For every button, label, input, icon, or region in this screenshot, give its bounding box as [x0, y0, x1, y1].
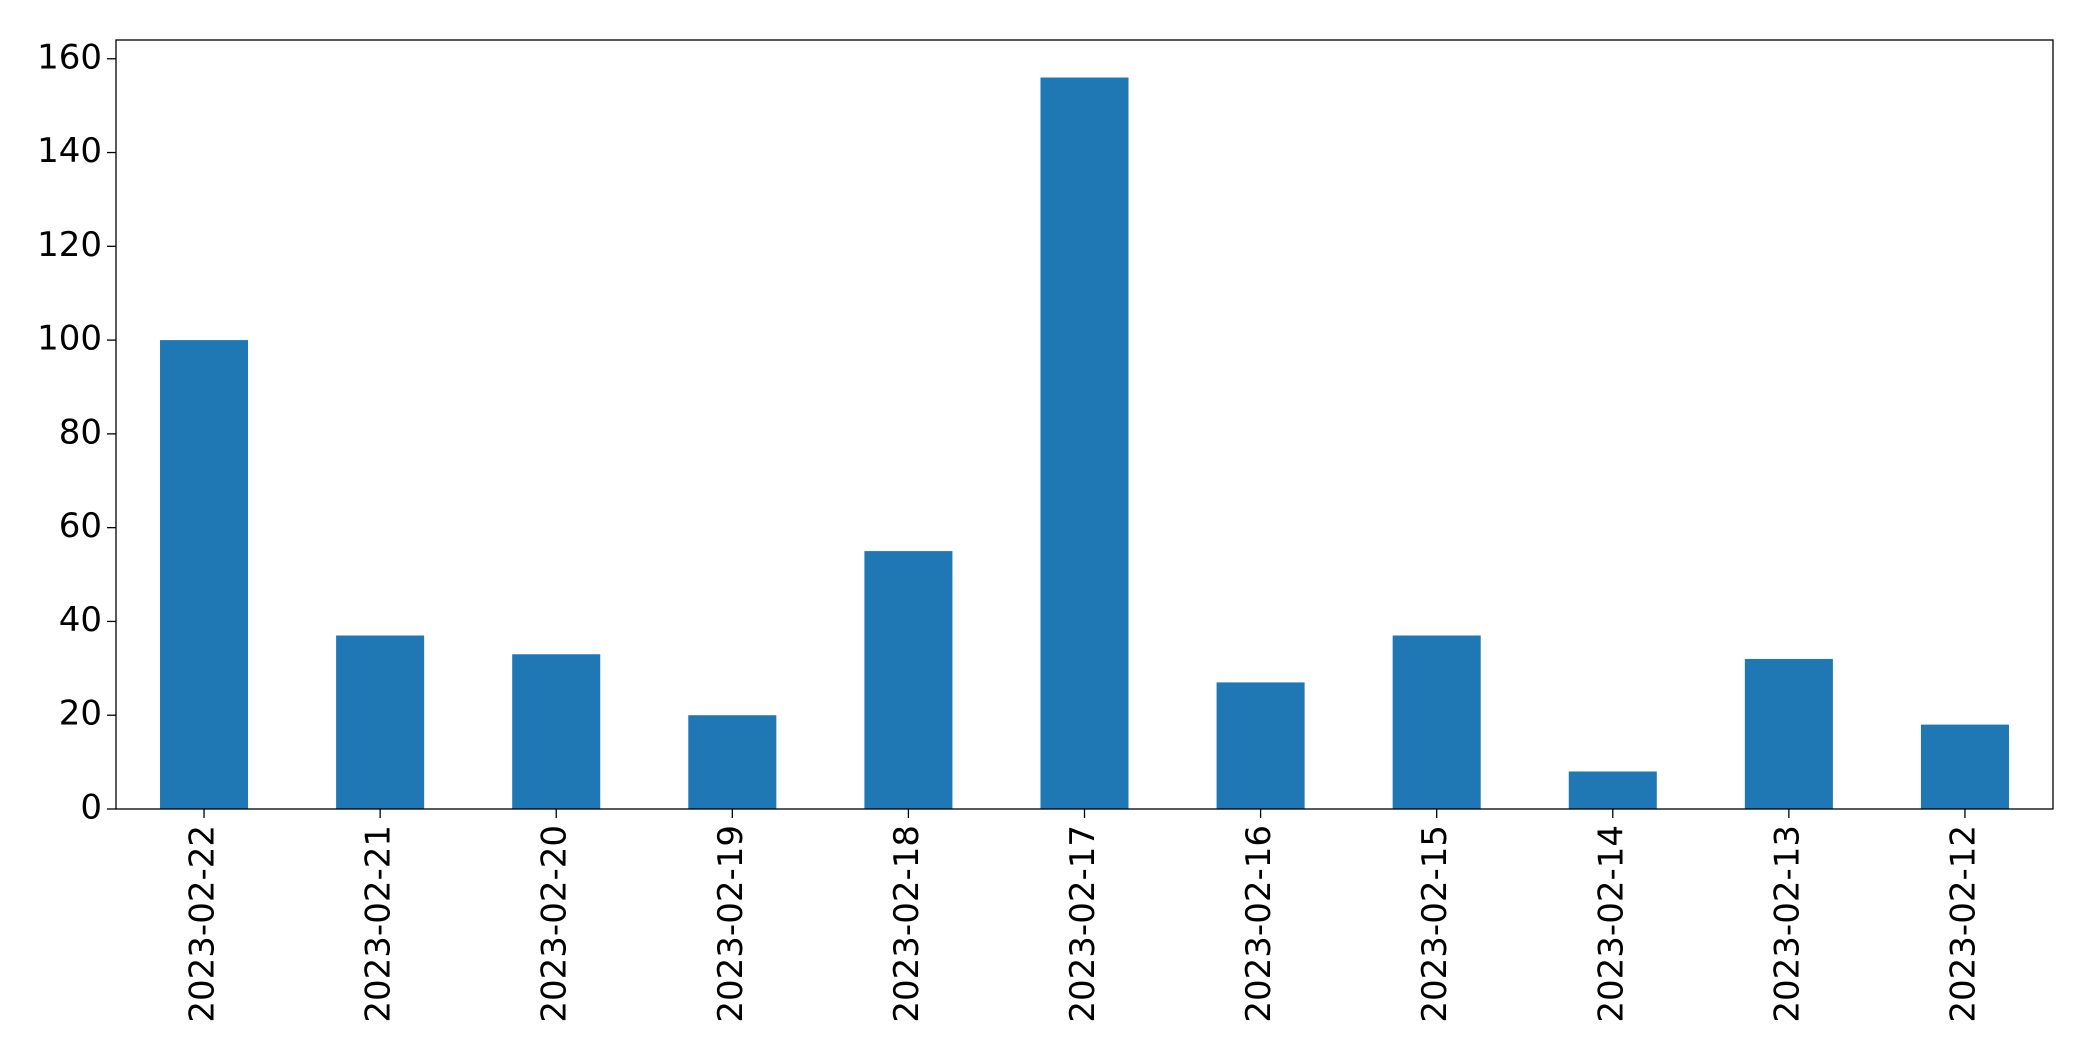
x-tick-label: 2023-02-13 — [1767, 825, 1807, 1023]
bar — [864, 551, 953, 809]
x-tick-label: 2023-02-12 — [1943, 825, 1983, 1023]
y-tick-label: 120 — [37, 225, 102, 265]
x-tick-label: 2023-02-22 — [183, 825, 223, 1023]
x-tick-label: 2023-02-15 — [1415, 825, 1455, 1023]
bar — [1920, 724, 2009, 809]
y-tick-label: 40 — [59, 600, 102, 640]
y-tick-label: 140 — [37, 131, 102, 171]
y-tick-label: 100 — [37, 319, 102, 359]
bar — [336, 635, 425, 809]
bar — [1040, 77, 1129, 809]
x-tick-label: 2023-02-14 — [1591, 825, 1631, 1023]
x-tick-label: 2023-02-16 — [1239, 825, 1279, 1023]
bar — [160, 340, 249, 809]
y-tick-label: 0 — [80, 788, 102, 828]
bar — [688, 715, 777, 809]
bar — [1568, 771, 1657, 809]
y-tick-label: 80 — [59, 412, 102, 452]
x-tick-label: 2023-02-20 — [535, 825, 575, 1023]
y-tick-label: 60 — [59, 506, 102, 546]
x-tick-label: 2023-02-21 — [359, 825, 399, 1023]
y-tick-label: 160 — [37, 37, 102, 77]
plot-frame — [115, 39, 2054, 810]
bar — [1744, 658, 1833, 809]
y-tick-label: 20 — [59, 694, 102, 734]
bar — [512, 654, 601, 809]
bar — [1392, 635, 1481, 809]
bar — [1216, 682, 1305, 809]
x-tick-label: 2023-02-18 — [887, 825, 927, 1023]
x-tick-label: 2023-02-19 — [711, 825, 751, 1023]
x-tick-label: 2023-02-17 — [1063, 825, 1103, 1023]
